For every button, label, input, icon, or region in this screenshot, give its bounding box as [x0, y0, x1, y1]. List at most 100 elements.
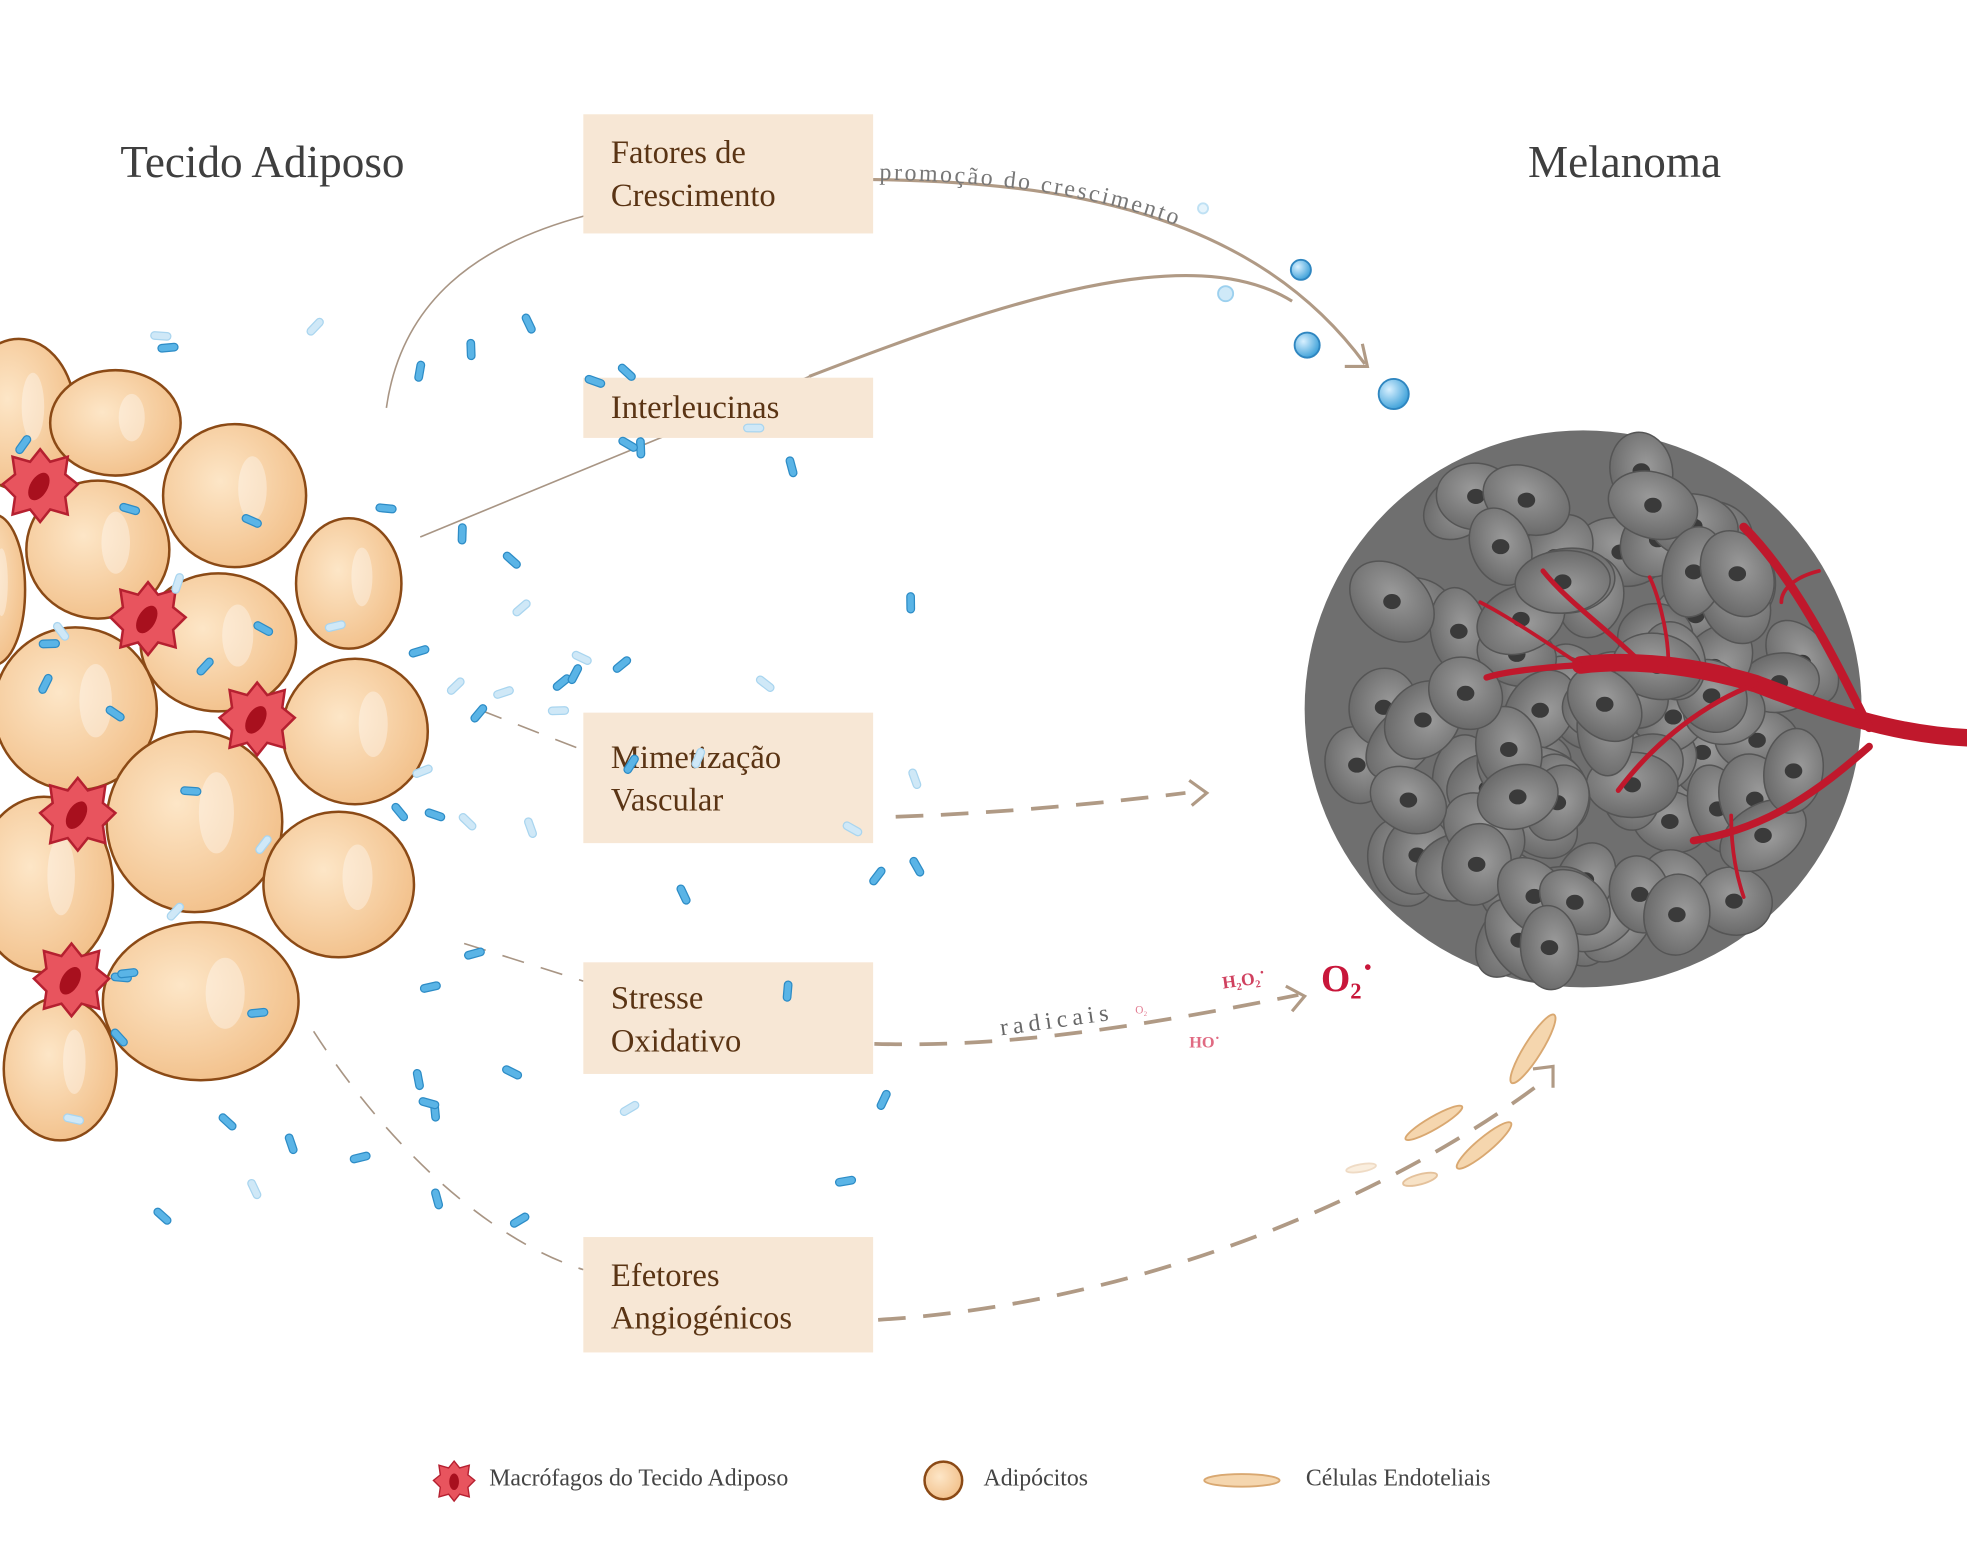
tumor-cell-nucleus [1644, 497, 1662, 513]
adipocyte [105, 730, 284, 914]
particle [424, 808, 446, 822]
particle [612, 656, 632, 673]
tumor-cell-nucleus [1491, 539, 1510, 555]
svg-text:Adipócitos: Adipócitos [984, 1465, 1089, 1491]
particle [458, 813, 477, 831]
legend-item-adipocytes: Adipócitos [923, 1460, 1089, 1501]
particle [618, 436, 638, 452]
arrowhead-angiogenic [1532, 1064, 1555, 1088]
arrow-growth [873, 177, 1367, 365]
adipocyte [0, 514, 27, 665]
particle [521, 313, 536, 334]
particle [150, 331, 172, 341]
arrow-interleukins [808, 274, 1293, 378]
particle [418, 1097, 440, 1110]
particle [153, 1207, 172, 1225]
endothelial-cells [1345, 1013, 1557, 1187]
particle [785, 456, 798, 478]
box-interleukins: Interleucinas [583, 377, 874, 438]
particle [691, 747, 706, 769]
particle [547, 706, 570, 716]
tumor-cell-nucleus [1517, 492, 1536, 508]
box-angiogenic-effectors: Efetores Angiogénicos [583, 1237, 874, 1353]
tumor-cell-nucleus [1693, 744, 1712, 760]
particle [255, 835, 272, 854]
arrowhead-vascular [1188, 779, 1210, 807]
particle [617, 363, 636, 381]
arrowhead-growth [1344, 343, 1370, 368]
tumor-cell-nucleus [1566, 894, 1584, 910]
particle [457, 523, 467, 545]
particle [908, 768, 922, 790]
tumor-cell-nucleus [1383, 594, 1401, 610]
arrow-stress [874, 993, 1299, 1047]
arrow-angiogenic [878, 1079, 1545, 1322]
particle [909, 856, 925, 877]
particle [119, 502, 141, 516]
particle [166, 902, 185, 921]
tumor-cell-nucleus [1668, 907, 1686, 923]
particle [180, 786, 202, 796]
adipocyte [25, 479, 171, 620]
particle [567, 664, 583, 685]
particle [466, 338, 476, 361]
tumor-cell-nucleus [1702, 688, 1721, 704]
particle [502, 1065, 523, 1080]
tumor-cell-nucleus [1664, 709, 1682, 725]
particle [446, 677, 465, 695]
adipocyte-highlight [358, 691, 388, 757]
svg-text:Efetores: Efetores [611, 1258, 720, 1294]
particle [419, 981, 441, 993]
tumor-cell-nucleus [1784, 763, 1803, 779]
tumor-cell-nucleus [1631, 886, 1649, 902]
macrophage [0, 447, 80, 524]
tumor-cell-nucleus [1456, 685, 1475, 701]
particle [493, 686, 514, 699]
adipocyte-highlight [222, 604, 254, 667]
tumor-cell-nucleus [1467, 856, 1486, 872]
svg-text:Vascular: Vascular [611, 783, 723, 819]
adipocyte [262, 810, 416, 959]
tumor-cell-nucleus [1595, 696, 1614, 712]
particle [782, 980, 793, 1002]
tumor-cell-nucleus [1450, 623, 1468, 639]
label-growth-promotion: promoção do crescimento [879, 160, 1185, 232]
particle [15, 435, 32, 455]
particle [834, 1175, 857, 1187]
legend: Macrófagos do Tecido Adiposo Adipócitos … [432, 1459, 1491, 1503]
particle [412, 764, 433, 778]
adipocyte-highlight [79, 664, 112, 738]
particles [15, 313, 925, 1228]
adipocyte-highlight [351, 547, 373, 607]
box-oxidative-stress: Stresse Oxidativo [583, 962, 874, 1074]
particle [241, 514, 262, 528]
svg-text:Oxidativo: Oxidativo [611, 1023, 741, 1059]
particle [412, 1068, 424, 1091]
particle [523, 817, 538, 838]
adipocyte [161, 422, 308, 569]
connector-vascular [480, 709, 584, 752]
adipocyte-highlight [0, 548, 8, 617]
particle [105, 705, 125, 722]
svg-text:Fatores de: Fatores de [611, 135, 746, 171]
particle [247, 1178, 262, 1200]
adipocyte-highlight [101, 511, 131, 574]
tumor-cell-nucleus [1728, 566, 1747, 582]
svg-text:Angiogénicos: Angiogénicos [611, 1301, 792, 1337]
particle [63, 1113, 85, 1125]
particle [842, 821, 863, 837]
macrophage [38, 775, 118, 853]
tumor-cell-nucleus [1348, 757, 1366, 773]
particle [512, 599, 531, 617]
adipocyte-highlight [21, 372, 45, 441]
label-h2o2: H₂O₂˙ [1221, 967, 1267, 993]
adipocyte-highlight [238, 456, 267, 521]
svg-text:Macrófagos do Tecido Adiposo: Macrófagos do Tecido Adiposo [489, 1465, 788, 1491]
particle [171, 573, 184, 594]
tumor-cell-nucleus [1399, 792, 1418, 808]
particle [571, 650, 592, 665]
particle [906, 592, 916, 614]
particle [869, 866, 886, 886]
adipocyte-icon [923, 1460, 964, 1501]
